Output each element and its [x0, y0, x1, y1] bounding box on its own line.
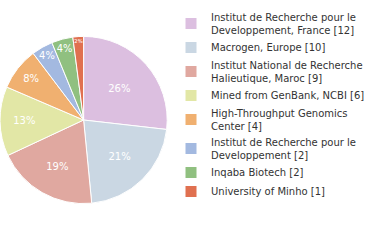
svg-text:2%: 2%	[74, 38, 82, 44]
svg-text:4%: 4%	[39, 50, 55, 61]
svg-text:Institut de Recherche pour leD: Institut de Recherche pour leDeveloppeme…	[211, 12, 356, 36]
svg-text:13%: 13%	[13, 115, 35, 126]
svg-text:4%: 4%	[57, 43, 73, 54]
svg-text:Macrogen, Europe [10]: Macrogen, Europe [10]	[211, 42, 325, 53]
svg-text:19%: 19%	[46, 161, 68, 172]
svg-text:26%: 26%	[108, 83, 130, 94]
svg-text:Mined from GenBank, NCBI [6]: Mined from GenBank, NCBI [6]	[211, 90, 364, 101]
svg-text:Inqaba Biotech [2]: Inqaba Biotech [2]	[211, 167, 304, 178]
svg-text:8%: 8%	[23, 73, 39, 84]
svg-text:University of Minho [1]: University of Minho [1]	[211, 186, 325, 197]
svg-text:21%: 21%	[108, 151, 130, 162]
svg-text:Institut de Recherche pour leD: Institut de Recherche pour leDeveloppeme…	[211, 137, 356, 161]
svg-text:Institut National de Recherche: Institut National de RechercheHalieutiqu…	[211, 60, 363, 84]
svg-text:High-Throughput GenomicsCenter: High-Throughput GenomicsCenter [4]	[211, 108, 348, 132]
